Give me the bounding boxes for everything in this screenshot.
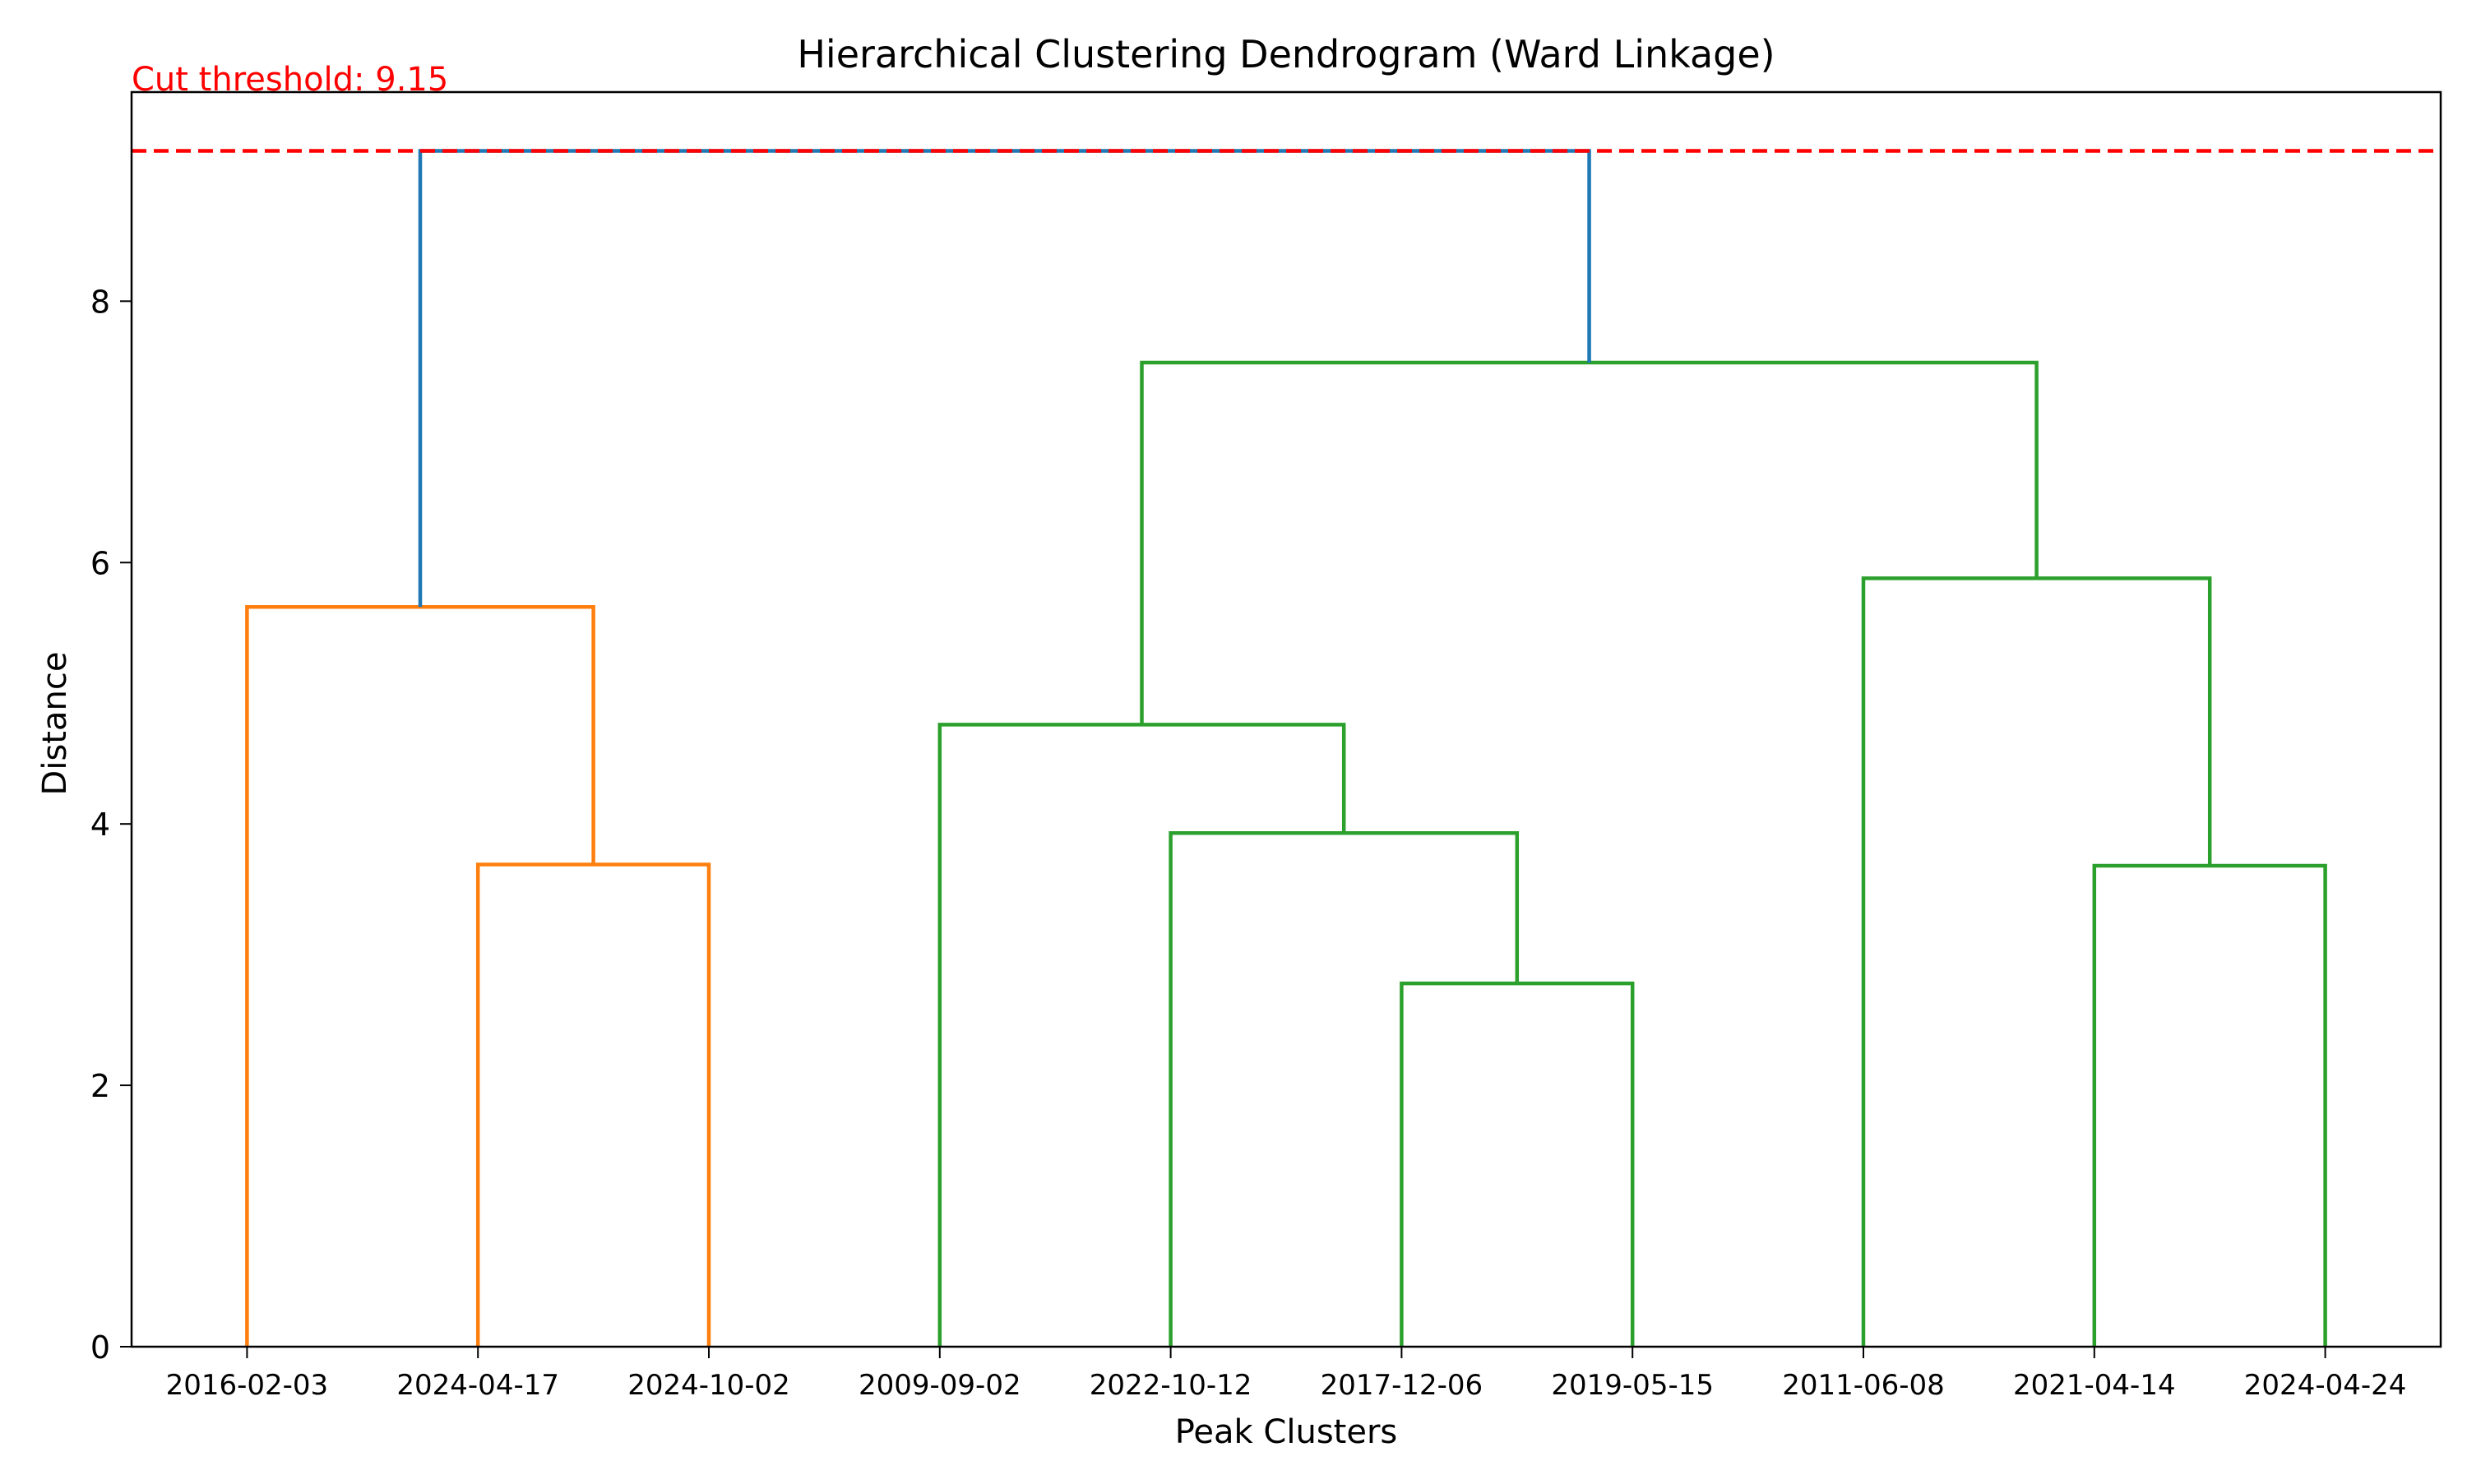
leaf-label-5: 2017-12-06 <box>1321 1369 1483 1402</box>
merge-link-7 <box>1140 360 2039 725</box>
merge-link-3 <box>1169 831 1520 1347</box>
leaf-label-4: 2022-10-12 <box>1090 1369 1252 1402</box>
y-tick-label-1: 2 <box>90 1068 110 1104</box>
merge-link-1 <box>2092 863 2327 1347</box>
plot-frame <box>130 90 2442 1348</box>
leaf-label-6: 2019-05-15 <box>1551 1369 1714 1402</box>
y-tick-label-0: 0 <box>90 1329 110 1366</box>
y-tick-label-3: 6 <box>90 545 110 581</box>
leaf-label-2: 2024-10-02 <box>627 1369 790 1402</box>
leaf-label-3: 2009-09-02 <box>859 1369 1021 1402</box>
leaf-label-1: 2024-04-17 <box>396 1369 559 1402</box>
merge-link-6 <box>1861 576 2212 1347</box>
merge-link-8 <box>418 149 1591 608</box>
merge-link-2 <box>475 862 711 1347</box>
x-axis-label: Peak Clusters <box>1175 1413 1398 1451</box>
merge-link-5 <box>245 605 595 1347</box>
leaf-label-9: 2024-04-24 <box>2244 1369 2407 1402</box>
plot-area: 0 2 4 6 8 2016-02-03 2024-04-17 2024-10-02 2009-… <box>90 90 2442 1402</box>
leaf-label-0: 2016-02-03 <box>166 1369 329 1402</box>
leaf-label-7: 2011-06-08 <box>1782 1369 1945 1402</box>
leaf-label-8: 2021-04-14 <box>2013 1369 2176 1402</box>
y-axis-label: Distance <box>36 652 74 796</box>
merge-link-4 <box>937 723 1346 1347</box>
merge-link-0 <box>1400 981 1635 1347</box>
y-tick-label-4: 8 <box>90 284 110 320</box>
chart-title: Hierarchical Clustering Dendrogram (Ward… <box>797 32 1775 76</box>
y-tick-label-2: 4 <box>90 807 110 843</box>
